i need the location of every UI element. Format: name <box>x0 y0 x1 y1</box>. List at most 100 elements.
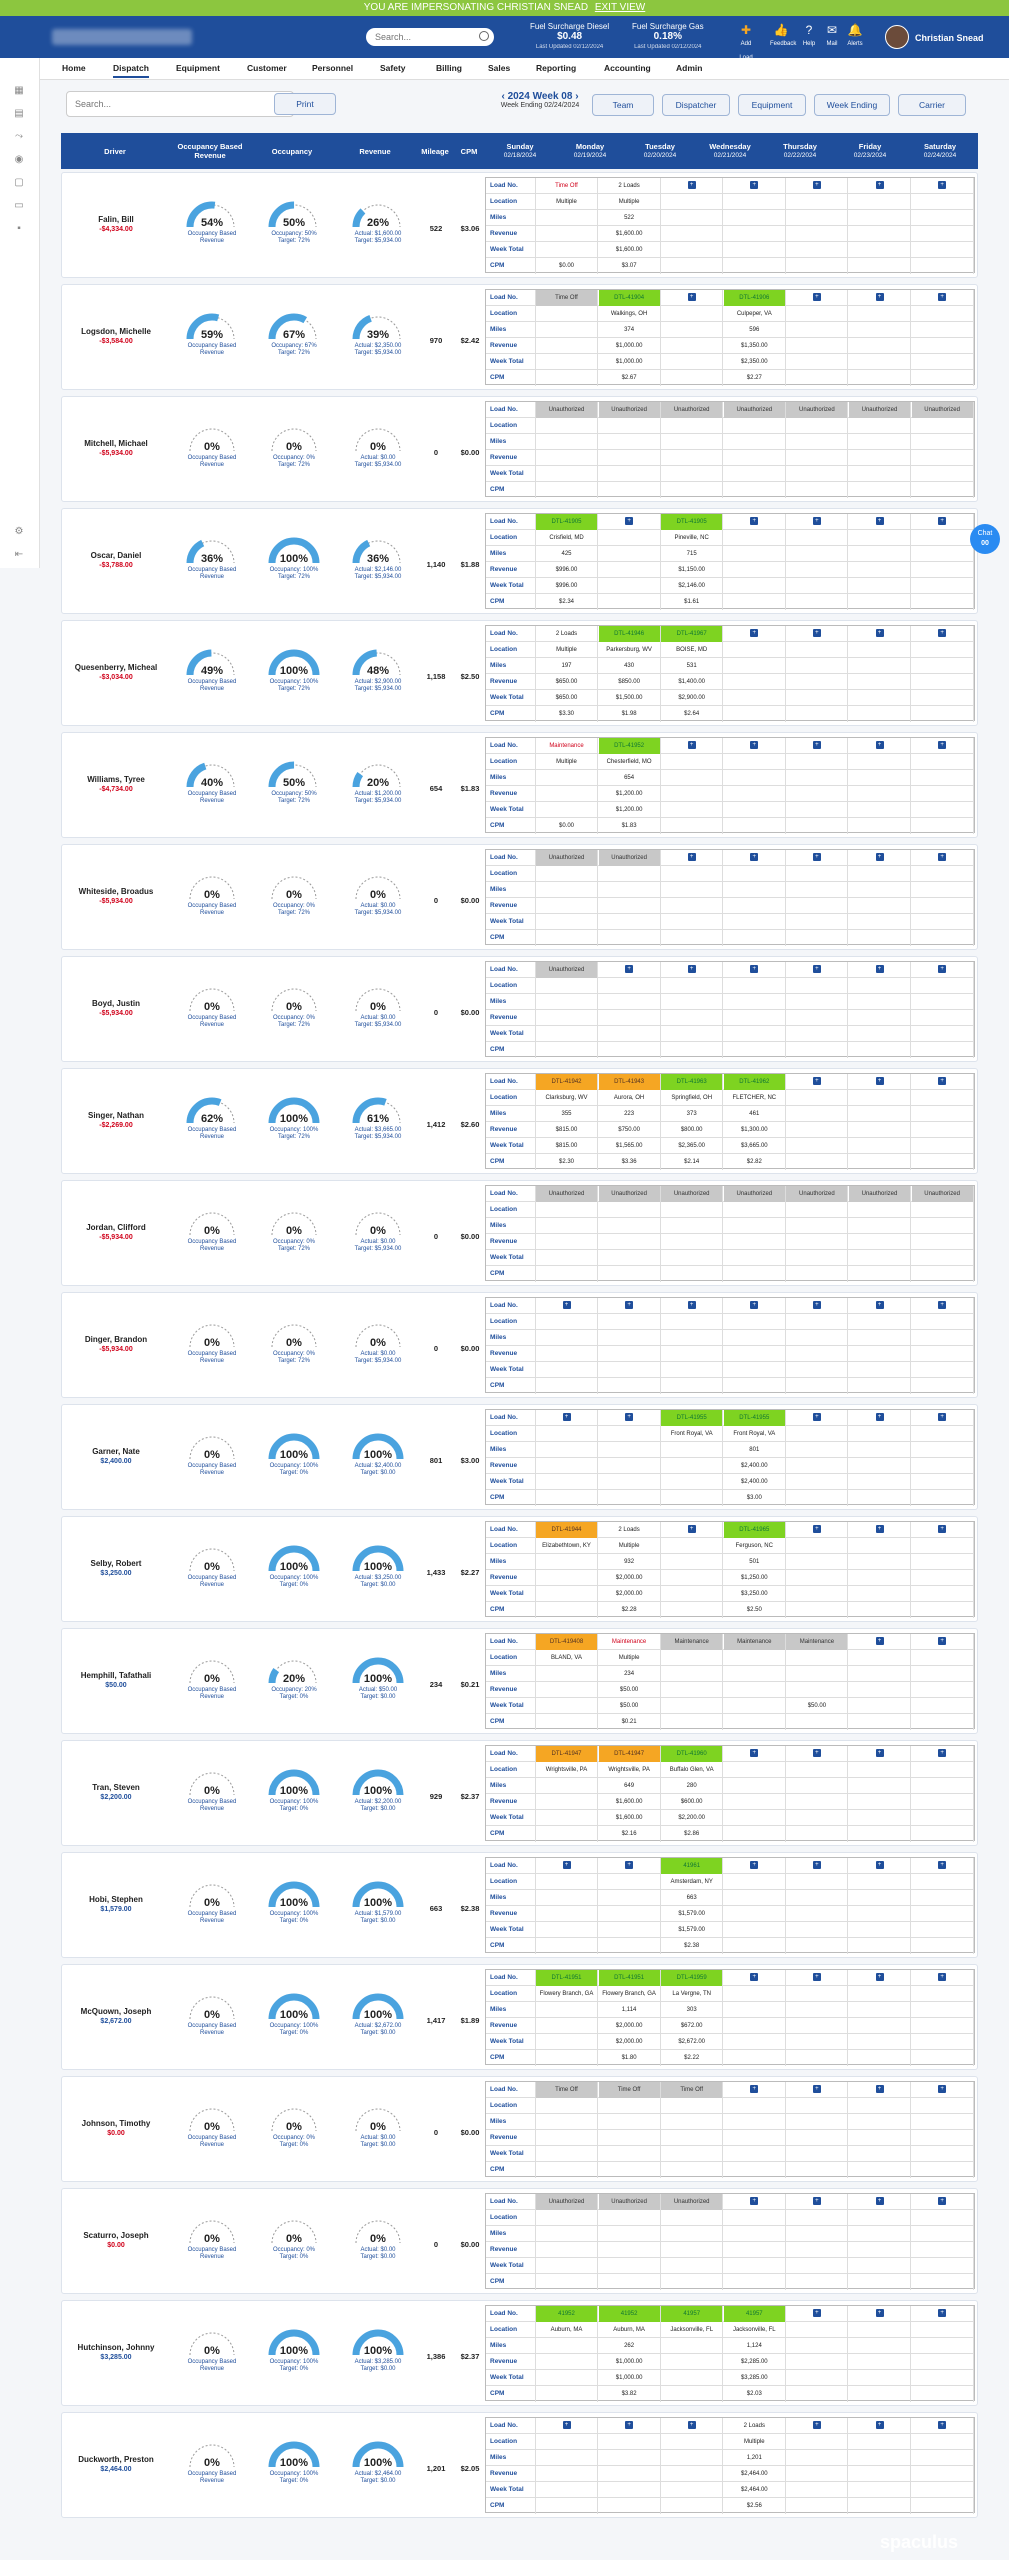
grid-cell[interactable]: Unauthorized <box>536 402 598 418</box>
grid-cell[interactable]: $1.61 <box>661 594 724 610</box>
driver-name[interactable]: Logsdon, Michelle <box>81 327 151 336</box>
grid-cell[interactable]: Multiple <box>536 642 598 658</box>
add-load-checkbox[interactable]: + <box>875 965 884 974</box>
add-load-checkbox[interactable]: + <box>875 2085 884 2094</box>
grid-cell[interactable]: Auburn, MA <box>536 2322 598 2338</box>
grid-cell[interactable]: FLETCHER, NC <box>724 1090 786 1106</box>
grid-cell[interactable]: DTL-41967 <box>661 626 724 642</box>
add-load-checkbox[interactable]: + <box>625 517 634 526</box>
grid-cell[interactable]: + <box>912 1074 974 1090</box>
driver-name[interactable]: Oscar, Daniel <box>90 551 142 560</box>
grid-cell[interactable]: + <box>912 850 974 866</box>
grid-cell[interactable]: $1,000.00 <box>599 2370 661 2386</box>
grid-cell[interactable]: $0.00 <box>536 818 598 834</box>
grid-cell[interactable]: 649 <box>599 1778 661 1794</box>
grid-cell[interactable]: + <box>599 2418 661 2434</box>
grid-cell[interactable]: Unauthorized <box>723 402 786 418</box>
search-icon[interactable] <box>479 31 489 41</box>
col-cpm[interactable]: CPM <box>460 146 478 156</box>
grid-cell[interactable]: Wrightsville, PA <box>599 1762 661 1778</box>
grid-cell[interactable]: + <box>786 850 849 866</box>
grid-cell[interactable]: Unauthorized <box>536 962 598 978</box>
grid-cell[interactable]: $750.00 <box>599 1122 661 1138</box>
grid-cell[interactable]: Buffalo Glen, VA <box>661 1762 724 1778</box>
add-load-checkbox[interactable]: + <box>875 1749 884 1758</box>
driver-cell[interactable]: Duckworth, Preston $2,464.00 <box>62 2455 170 2475</box>
grid-cell[interactable]: DTL-41951 <box>598 1970 661 1986</box>
grid-cell[interactable]: + <box>849 1074 911 1090</box>
grid-cell[interactable]: 197 <box>536 658 598 674</box>
grid-cell[interactable]: + <box>661 738 724 754</box>
driver-cell[interactable]: Hobi, Stephen $1,579.00 <box>62 1895 170 1915</box>
add-load-checkbox[interactable]: + <box>875 629 884 638</box>
grid-cell[interactable]: $2.27 <box>724 370 786 386</box>
nav-personnel[interactable]: Personnel <box>312 63 354 73</box>
grid-cell[interactable]: $800.00 <box>661 1122 724 1138</box>
grid-cell[interactable]: $2,000.00 <box>599 1570 661 1586</box>
grid-cell[interactable]: + <box>849 514 911 530</box>
grid-cell[interactable]: + <box>786 2418 849 2434</box>
add-load-checkbox[interactable]: + <box>938 1525 947 1534</box>
nav-admin[interactable]: Admin <box>676 63 703 73</box>
next-week-icon[interactable]: › <box>575 91 579 102</box>
add-load-checkbox[interactable]: + <box>875 1861 884 1870</box>
grid-cell[interactable]: + <box>661 290 724 306</box>
grid-cell[interactable]: DTL-41962 <box>723 1074 786 1090</box>
add-load-checkbox[interactable]: + <box>938 1861 947 1870</box>
grid-cell[interactable]: + <box>849 2082 911 2098</box>
driver-name[interactable]: Tran, Steven <box>92 1783 140 1792</box>
grid-cell[interactable]: + <box>849 2194 911 2210</box>
grid-cell[interactable]: DTL-41944 <box>536 1522 598 1538</box>
grid-cell[interactable]: $650.00 <box>536 690 598 706</box>
gear-icon[interactable]: ⚙ <box>14 526 24 537</box>
grid-cell[interactable]: $2,200.00 <box>661 1810 724 1826</box>
grid-cell[interactable]: DTL-41955 <box>723 1410 786 1426</box>
grid-cell[interactable]: 374 <box>599 322 661 338</box>
add-load-checkbox[interactable]: + <box>875 1637 884 1646</box>
grid-cell[interactable]: $2.03 <box>724 2386 786 2402</box>
add-load-checkbox[interactable]: + <box>875 2421 884 2430</box>
grid-cell[interactable]: Unauthorized <box>598 1186 661 1202</box>
grid-cell[interactable]: 41961 <box>661 1858 724 1874</box>
nav-accounting[interactable]: Accounting <box>604 63 651 73</box>
grid-cell[interactable]: + <box>786 962 849 978</box>
grid-cell[interactable]: Crisfield, MD <box>536 530 598 546</box>
grid-cell[interactable]: Multiple <box>536 754 598 770</box>
grid-cell[interactable]: + <box>724 850 786 866</box>
driver-cell[interactable]: Boyd, Justin -$5,934.00 <box>62 999 170 1019</box>
add-load-checkbox[interactable]: + <box>812 965 821 974</box>
global-search-input[interactable] <box>366 28 494 46</box>
grid-cell[interactable]: 801 <box>724 1442 786 1458</box>
grid-cell[interactable]: $1,350.00 <box>724 338 786 354</box>
driver-name[interactable]: Boyd, Justin <box>91 999 140 1008</box>
grid-cell[interactable]: Maintenance <box>599 1634 661 1650</box>
grid-cell[interactable]: $2.16 <box>599 1826 661 1842</box>
add-load-checkbox[interactable]: + <box>750 181 759 190</box>
grid-cell[interactable]: $815.00 <box>536 1138 598 1154</box>
add-load-checkbox[interactable]: + <box>938 2197 947 2206</box>
grid-cell[interactable]: 531 <box>661 658 724 674</box>
grid-cell[interactable]: $3.07 <box>599 258 661 274</box>
grid-cell[interactable]: DTL-41965 <box>723 1522 786 1538</box>
add-load-checkbox[interactable]: + <box>750 2085 759 2094</box>
add-load-checkbox[interactable]: + <box>875 181 884 190</box>
grid-cell[interactable]: $2,285.00 <box>724 2354 786 2370</box>
grid-cell[interactable]: + <box>786 290 849 306</box>
grid-cell[interactable]: + <box>786 1410 849 1426</box>
add-load-checkbox[interactable]: + <box>875 1973 884 1982</box>
grid-cell[interactable]: Unauthorized <box>598 850 661 866</box>
grid-cell[interactable]: 41952 <box>598 2306 661 2322</box>
grid-cell[interactable]: + <box>599 514 661 530</box>
grid-cell[interactable]: + <box>661 850 724 866</box>
grid-cell[interactable]: + <box>912 2194 974 2210</box>
grid-cell[interactable]: Unauthorized <box>911 402 974 418</box>
grid-cell[interactable]: DTL-41906 <box>723 290 786 306</box>
add-load-checkbox[interactable]: + <box>938 1413 947 1422</box>
grid-cell[interactable]: Unauthorized <box>661 2194 724 2210</box>
grid-cell[interactable]: BLAND, VA <box>536 1650 598 1666</box>
driver-cell[interactable]: Singer, Nathan -$2,269.00 <box>62 1111 170 1131</box>
grid-cell[interactable]: $1,579.00 <box>661 1922 724 1938</box>
grid-cell[interactable]: $2,000.00 <box>599 2034 661 2050</box>
driver-name[interactable]: Falin, Bill <box>98 215 134 224</box>
team-filter-button[interactable]: Team <box>592 94 654 116</box>
